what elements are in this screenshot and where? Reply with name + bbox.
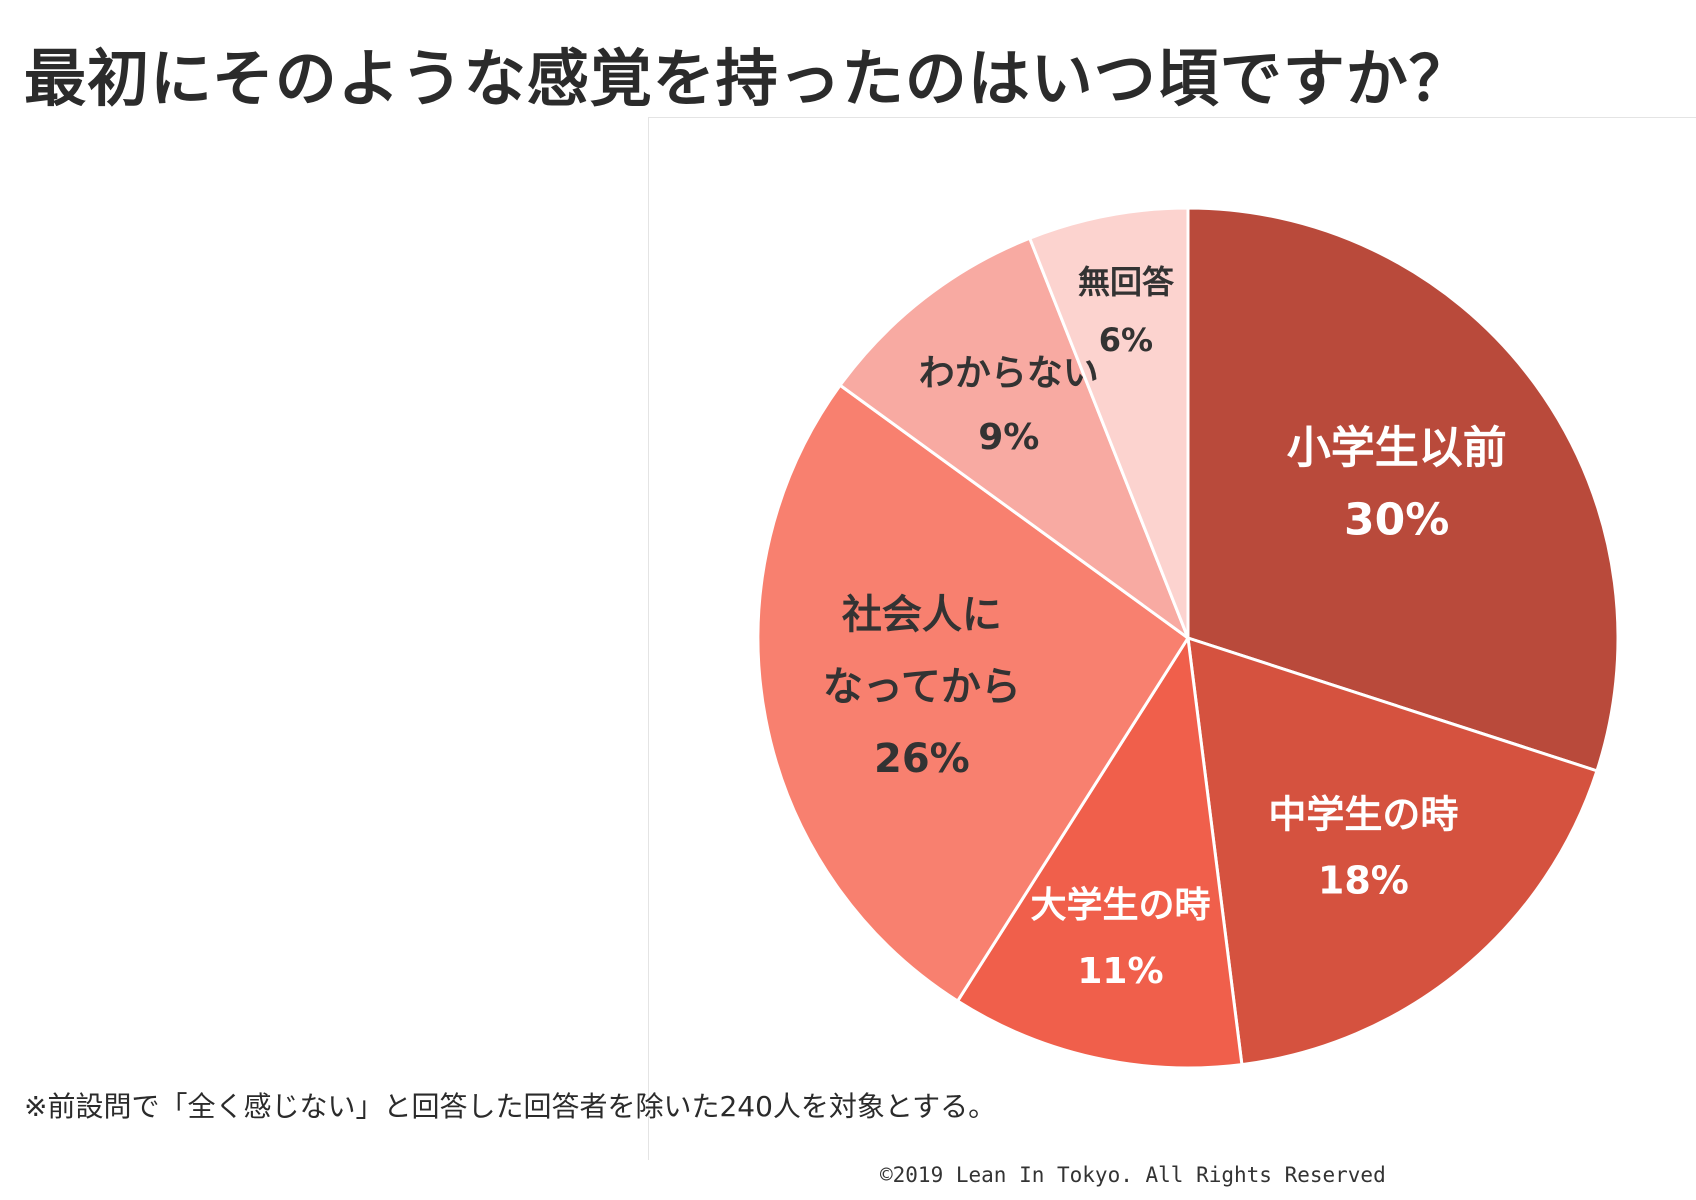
pie-slice-0 bbox=[1186, 206, 1620, 773]
footnote: ※前設問で「全く感じない」と回答した回答者を除いた240人を対象とする。 bbox=[24, 1090, 997, 1123]
pie-slice-3 bbox=[756, 383, 1190, 1003]
pie-category-label-3: なってから bbox=[823, 664, 1021, 710]
pie-category-label-3: 社会人に bbox=[842, 592, 1002, 638]
copyright-notice: ©2019 Lean In Tokyo. All Rights Reserved bbox=[880, 1163, 1386, 1187]
pie-value-label-2: 11% bbox=[1077, 951, 1163, 992]
pie-value-label-4: 9% bbox=[978, 417, 1039, 458]
pie-slice-4 bbox=[838, 236, 1190, 640]
page-title: 最初にそのような感覚を持ったのはいつ頃ですか？ bbox=[24, 42, 1472, 115]
pie-value-label-1: 18% bbox=[1318, 859, 1409, 903]
pie-category-label-0: 小学生以前 bbox=[1287, 422, 1507, 473]
pie-value-label-0: 30% bbox=[1344, 494, 1449, 545]
pie-slice-1 bbox=[1186, 636, 1599, 1067]
pie-value-label-5: 6% bbox=[1099, 321, 1153, 359]
pie-slices bbox=[756, 206, 1620, 1070]
pie-slice-5 bbox=[1028, 206, 1190, 640]
pie-slice-2 bbox=[956, 636, 1244, 1070]
pie-category-label-2: 大学生の時 bbox=[1030, 884, 1210, 926]
chart-frame bbox=[648, 117, 1696, 1160]
pie-category-label-1: 中学生の時 bbox=[1268, 793, 1458, 837]
pie-category-label-4: わからない bbox=[919, 353, 1099, 394]
pie-category-label-5: 無回答 bbox=[1078, 263, 1175, 301]
pie-value-label-3: 26% bbox=[874, 736, 970, 782]
